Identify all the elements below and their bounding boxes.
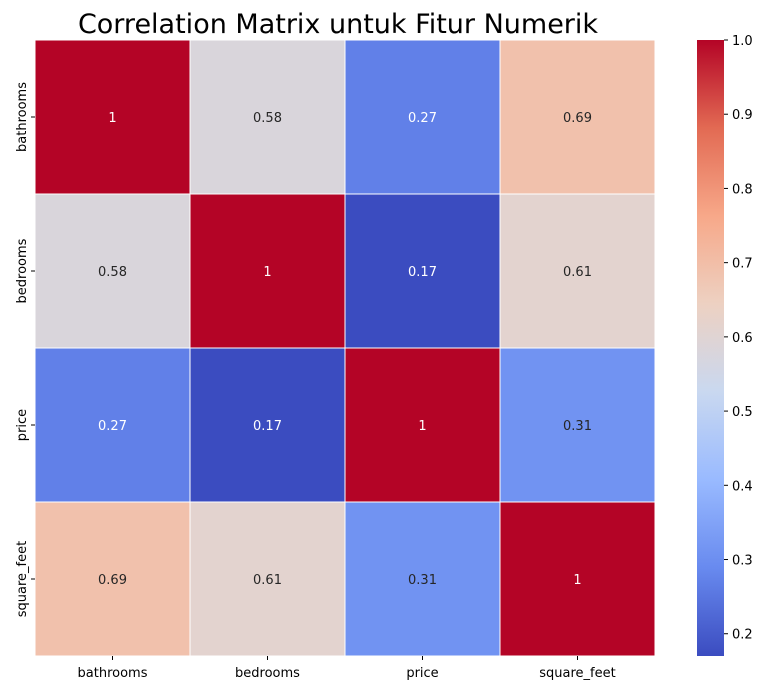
x-tick-label: bathrooms [78, 666, 148, 681]
cell-value-label: 0.17 [253, 419, 282, 434]
chart-title: Correlation Matrix untuk Fitur Numerik [78, 9, 598, 40]
colorbar-tick-label: 0.6 [732, 331, 753, 346]
colorbar: 0.2 0.3 0.4 0.5 0.6 0.7 0.8 0.9 1.0 [697, 34, 753, 656]
heatmap-cell-square_feet-square_feet [499, 501, 656, 657]
heatmap-cells [34, 39, 656, 657]
colorbar-tick-label: 0.9 [732, 108, 753, 123]
colorbar-tick-label: 0.2 [732, 628, 753, 643]
colorbar-tick-label: 0.7 [732, 257, 753, 272]
cell-value-label: 0.27 [408, 111, 437, 126]
cell-value-label: 0.61 [253, 573, 282, 588]
heatmap-cell-bathrooms-square_feet [499, 39, 656, 195]
y-tick-label: square_feet [15, 541, 30, 617]
cell-value-label: 0.69 [563, 111, 592, 126]
heatmap-cell-bedrooms-square_feet [499, 193, 656, 349]
heatmap-cell-bathrooms-bedrooms [189, 39, 346, 195]
x-tick-label: square_feet [539, 666, 615, 681]
heatmap-cell-price-bedrooms [189, 347, 346, 503]
colorbar-gradient [697, 40, 724, 656]
heatmap-cell-price-square_feet [499, 347, 656, 503]
colorbar-tick-label: 0.4 [732, 479, 753, 494]
cell-value-label: 0.61 [563, 265, 592, 280]
colorbar-tick-label: 0.8 [732, 182, 753, 197]
heatmap-cell-square_feet-price [344, 501, 501, 657]
cell-value-label: 0.27 [98, 419, 127, 434]
x-tick-label: bedrooms [235, 666, 300, 681]
cell-value-label: 0.58 [98, 265, 127, 280]
heatmap-cell-bedrooms-price [344, 193, 501, 349]
x-axis: bathrooms bedrooms price square_feet [78, 656, 616, 681]
cell-value-label: 0.17 [408, 265, 437, 280]
y-tick-label: price [15, 409, 30, 441]
heatmap-cell-square_feet-bedrooms [189, 501, 346, 657]
heatmap-cell-bedrooms-bathrooms [34, 193, 191, 349]
cell-value-label: 0.31 [408, 573, 437, 588]
heatmap-cell-bedrooms-bedrooms [189, 193, 346, 349]
colorbar-tick-label: 1.0 [732, 34, 753, 49]
colorbar-tick-label: 0.5 [732, 405, 753, 420]
cell-value-label: 0.31 [563, 419, 592, 434]
colorbar-tick-label: 0.3 [732, 554, 753, 569]
cell-value-label: 1 [573, 573, 581, 588]
y-axis: bathrooms bedrooms price square_feet [15, 82, 35, 617]
heatmap-cell-square_feet-bathrooms [34, 501, 191, 657]
y-tick-label: bedrooms [15, 238, 30, 303]
heatmap-cell-bathrooms-bathrooms [34, 39, 191, 195]
cell-value-label: 1 [418, 419, 426, 434]
heatmap-cell-labels: 1 0.58 0.27 0.69 0.58 1 0.17 0.61 0.27 0.17 1 0.31 0… [98, 111, 592, 588]
cell-value-label: 1 [263, 265, 271, 280]
heatmap-cell-bathrooms-price [344, 39, 501, 195]
cell-value-label: 0.69 [98, 573, 127, 588]
x-tick-label: price [406, 666, 438, 681]
y-tick-label: bathrooms [15, 82, 30, 152]
cell-value-label: 1 [108, 111, 116, 126]
cell-value-label: 0.58 [253, 111, 282, 126]
